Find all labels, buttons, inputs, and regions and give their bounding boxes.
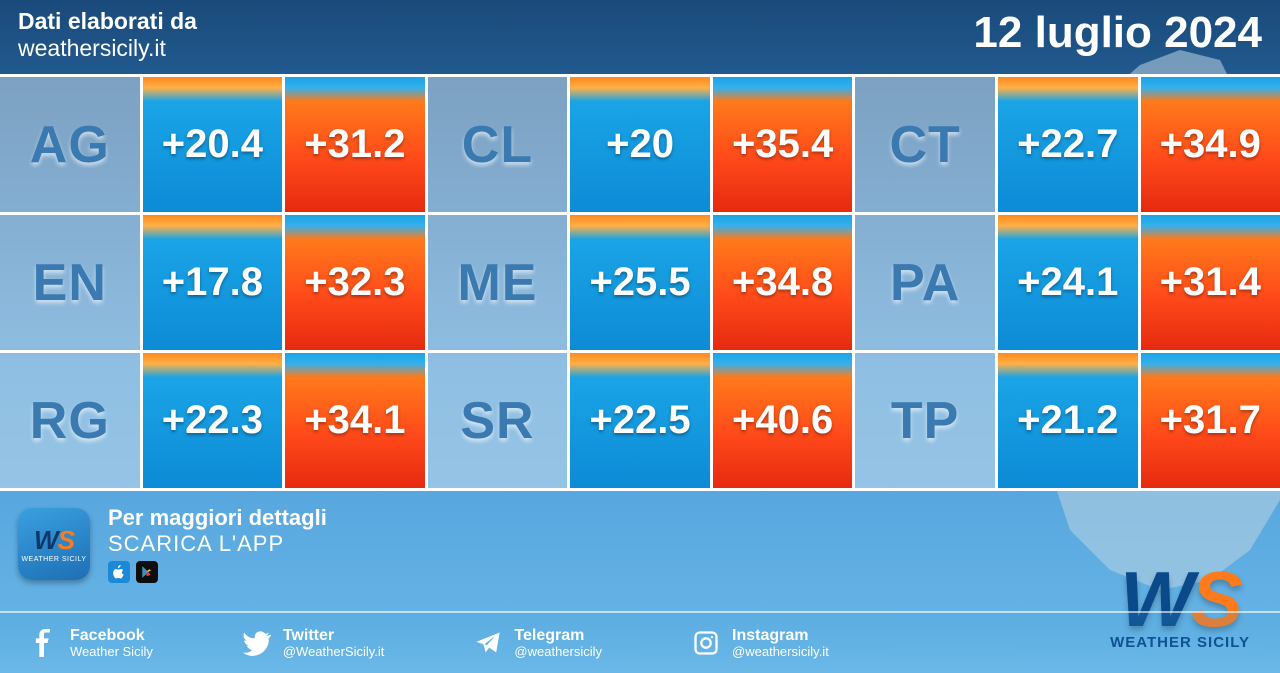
social-text: Instagram@weathersicily.it <box>732 627 829 659</box>
high-temp-cell: +35.4 <box>713 77 856 212</box>
credit-line1: Dati elaborati da <box>18 8 197 35</box>
social-name: Facebook <box>70 627 153 645</box>
social-handle: @weathersicily.it <box>732 645 829 659</box>
province-code-cell: TP <box>855 353 998 488</box>
low-temp: +20.4 <box>162 122 263 167</box>
grid-row: EN +17.8 +32.3 ME +25.5 +34.8 PA +24.1 +31.4 <box>0 215 1280 353</box>
low-temp: +17.8 <box>162 260 263 305</box>
high-temp: +32.3 <box>304 260 405 305</box>
low-temp-cell: +17.8 <box>143 215 286 350</box>
social-facebook[interactable]: FacebookWeather Sicily <box>30 627 153 659</box>
high-temp: +34.8 <box>732 260 833 305</box>
low-temp: +22.3 <box>162 398 263 443</box>
instagram-icon <box>692 629 720 657</box>
province-code-cell: RG <box>0 353 143 488</box>
grid-row: RG +22.3 +34.1 SR +22.5 +40.6 TP +21.2 +31.7 <box>0 353 1280 491</box>
grid-row: AG +20.4 +31.2 CL +20 +35.4 CT +22.7 +34.9 <box>0 77 1280 215</box>
province-code-cell: CT <box>855 77 998 212</box>
high-temp-cell: +31.4 <box>1141 215 1280 350</box>
high-temp: +34.1 <box>304 398 405 443</box>
province-code: RG <box>30 391 110 451</box>
low-temp: +22.5 <box>589 398 690 443</box>
playstore-icon <box>136 561 158 583</box>
social-twitter[interactable]: Twitter@WeatherSicily.it <box>243 627 385 659</box>
high-temp-cell: +32.3 <box>285 215 428 350</box>
temperature-grid: AG +20.4 +31.2 CL +20 +35.4 CT +22.7 +34.9 EN +17.… <box>0 74 1280 491</box>
social-text: Twitter@WeatherSicily.it <box>283 627 385 659</box>
high-temp-cell: +40.6 <box>713 353 856 488</box>
province-code-cell: CL <box>428 77 571 212</box>
high-temp-cell: +34.8 <box>713 215 856 350</box>
low-temp: +24.1 <box>1017 260 1118 305</box>
province-code: PA <box>890 253 960 313</box>
social-name: Instagram <box>732 627 829 645</box>
province-code: TP <box>891 391 959 451</box>
social-text: Telegram@weathersicily <box>514 627 602 659</box>
low-temp: +21.2 <box>1017 398 1118 443</box>
twitter-icon <box>243 629 271 657</box>
high-temp-cell: +31.7 <box>1141 353 1280 488</box>
high-temp: +31.7 <box>1160 398 1261 443</box>
low-temp-cell: +25.5 <box>570 215 713 350</box>
province-code: AG <box>30 115 110 175</box>
appstore-icon <box>108 561 130 583</box>
low-temp: +25.5 <box>589 260 690 305</box>
low-temp-cell: +21.2 <box>998 353 1141 488</box>
header: Dati elaborati da weathersicily.it 12 lu… <box>18 8 1262 62</box>
social-name: Telegram <box>514 627 602 645</box>
promo-text: Per maggiori dettagli SCARICA L'APP <box>108 505 327 583</box>
high-temp-cell: +31.2 <box>285 77 428 212</box>
app-promo: WS WEATHER SICILY Per maggiori dettagli … <box>18 505 327 583</box>
high-temp: +34.9 <box>1160 122 1261 167</box>
low-temp-cell: +22.3 <box>143 353 286 488</box>
low-temp-cell: +20 <box>570 77 713 212</box>
province-code: SR <box>460 391 534 451</box>
low-temp-cell: +20.4 <box>143 77 286 212</box>
app-badge-sub: WEATHER SICILY <box>21 556 86 563</box>
social-handle: @WeatherSicily.it <box>283 645 385 659</box>
province-code-cell: PA <box>855 215 998 350</box>
promo-line1: Per maggiori dettagli <box>108 505 327 531</box>
social-name: Twitter <box>283 627 385 645</box>
low-temp-cell: +22.7 <box>998 77 1141 212</box>
store-icons <box>108 561 327 583</box>
low-temp: +22.7 <box>1017 122 1118 167</box>
province-code-cell: SR <box>428 353 571 488</box>
telegram-icon <box>474 629 502 657</box>
social-instagram[interactable]: Instagram@weathersicily.it <box>692 627 829 659</box>
high-temp-cell: +34.9 <box>1141 77 1280 212</box>
social-bar: FacebookWeather Sicily Twitter@WeatherSic… <box>0 611 1280 673</box>
promo-line2: SCARICA L'APP <box>108 531 327 557</box>
header-credit: Dati elaborati da weathersicily.it <box>18 8 197 62</box>
province-code: CL <box>462 115 533 175</box>
high-temp: +35.4 <box>732 122 833 167</box>
low-temp-cell: +22.5 <box>570 353 713 488</box>
high-temp: +40.6 <box>732 398 833 443</box>
province-code: ME <box>457 253 537 313</box>
social-handle: @weathersicily <box>514 645 602 659</box>
social-text: FacebookWeather Sicily <box>70 627 153 659</box>
province-code-cell: EN <box>0 215 143 350</box>
header-date: 12 luglio 2024 <box>973 8 1262 58</box>
high-temp-cell: +34.1 <box>285 353 428 488</box>
low-temp-cell: +24.1 <box>998 215 1141 350</box>
app-badge-icon: WS WEATHER SICILY <box>18 508 90 580</box>
province-code-cell: ME <box>428 215 571 350</box>
province-code: EN <box>33 253 107 313</box>
social-handle: Weather Sicily <box>70 645 153 659</box>
province-code: CT <box>889 115 960 175</box>
credit-line2: weathersicily.it <box>18 35 197 62</box>
facebook-icon <box>30 629 58 657</box>
high-temp: +31.4 <box>1160 260 1261 305</box>
low-temp: +20 <box>606 122 674 167</box>
high-temp: +31.2 <box>304 122 405 167</box>
social-telegram[interactable]: Telegram@weathersicily <box>474 627 602 659</box>
province-code-cell: AG <box>0 77 143 212</box>
